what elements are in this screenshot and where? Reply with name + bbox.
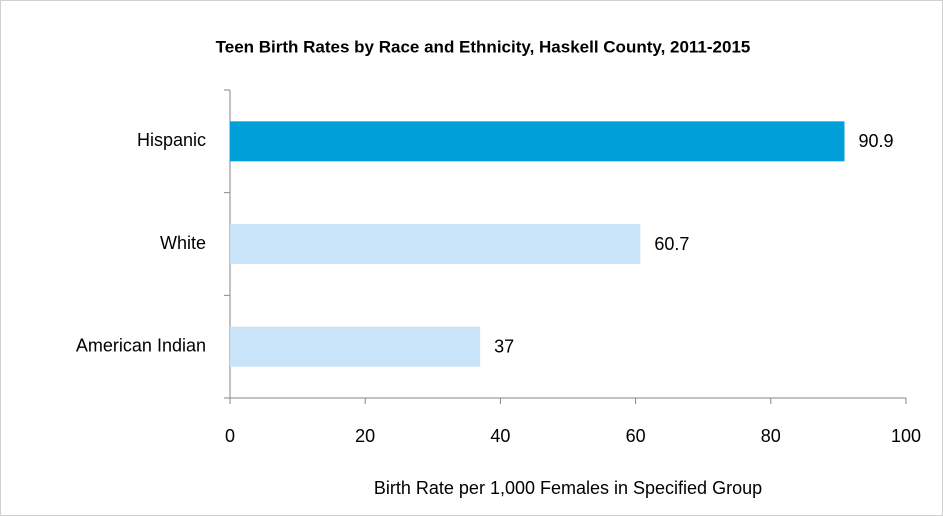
x-tick-label: 40 bbox=[490, 426, 510, 446]
x-axis-label: Birth Rate per 1,000 Females in Specifie… bbox=[374, 478, 762, 498]
x-tick-label: 0 bbox=[225, 426, 235, 446]
x-tick-label: 80 bbox=[761, 426, 781, 446]
bar bbox=[230, 326, 481, 367]
bar bbox=[230, 224, 641, 264]
y-tick-label: American Indian bbox=[76, 335, 206, 355]
y-tick-label: Hispanic bbox=[137, 130, 206, 150]
x-tick-label: 20 bbox=[355, 426, 375, 446]
x-tick-label: 100 bbox=[891, 426, 921, 446]
data-label: 37 bbox=[494, 336, 514, 356]
bar bbox=[230, 121, 845, 162]
chart-title: Teen Birth Rates by Race and Ethnicity, … bbox=[216, 37, 751, 56]
data-label: 60.7 bbox=[654, 234, 689, 254]
data-label: 90.9 bbox=[858, 131, 893, 151]
x-tick-label: 60 bbox=[626, 426, 646, 446]
y-tick-label: White bbox=[160, 233, 206, 253]
